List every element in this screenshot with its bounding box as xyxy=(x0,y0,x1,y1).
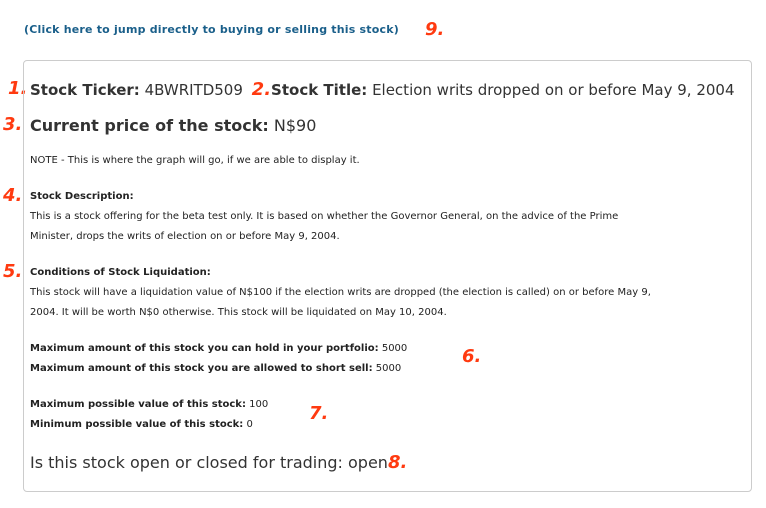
min-value-label: Minimum possible value of this stock: xyxy=(30,419,244,430)
description-line: Minister, drops the writs of election on… xyxy=(30,231,340,242)
liquidation-label: Conditions of Stock Liquidation: xyxy=(30,267,211,278)
price-row: Current price of the stock: N$90 xyxy=(30,116,316,135)
trading-label: Is this stock open or closed for trading… xyxy=(30,453,343,472)
title-value: Election writs dropped on or before May … xyxy=(372,81,735,99)
jump-to-trade-link[interactable]: (Click here to jump directly to buying o… xyxy=(24,23,399,36)
description-section: Stock Description: This is a stock offer… xyxy=(30,187,618,247)
holding-limits: Maximum amount of this stock you can hol… xyxy=(30,339,407,379)
ticker-title-row: Stock Ticker: 4BWRITD509 2.Stock Title: … xyxy=(30,79,735,100)
description-label: Stock Description: xyxy=(30,191,134,202)
max-hold-label: Maximum amount of this stock you can hol… xyxy=(30,343,379,354)
price-value: N$90 xyxy=(273,116,317,135)
trading-value: open xyxy=(348,453,388,472)
max-hold-value: 5000 xyxy=(381,343,408,354)
annotation-1: 1. xyxy=(8,78,28,99)
ticker-label: Stock Ticker: xyxy=(30,81,140,99)
annotation-9: 9. xyxy=(425,19,445,40)
value-limits: Maximum possible value of this stock: 10… xyxy=(30,395,268,435)
stock-details-panel: Stock Ticker: 4BWRITD509 2.Stock Title: … xyxy=(23,60,752,492)
liquidation-section: Conditions of Stock Liquidation: This st… xyxy=(30,263,651,323)
annotation-4: 4. xyxy=(3,185,23,206)
trading-status-row: Is this stock open or closed for trading… xyxy=(30,453,407,472)
min-value-value: 0 xyxy=(246,419,253,430)
max-short-label: Maximum amount of this stock you are all… xyxy=(30,363,373,374)
price-label: Current price of the stock: xyxy=(30,116,269,135)
graph-note: NOTE - This is where the graph will go, … xyxy=(30,155,360,166)
annotation-6: 6. xyxy=(462,346,482,367)
annotation-7: 7. xyxy=(309,403,329,424)
description-line: This is a stock offering for the beta te… xyxy=(30,211,619,222)
annotation-2: 2. xyxy=(251,79,272,100)
annotation-8: 8. xyxy=(387,452,408,473)
annotation-3: 3. xyxy=(3,114,23,135)
ticker-value: 4BWRITD509 xyxy=(144,81,243,99)
max-value-value: 100 xyxy=(249,399,269,410)
max-value-label: Maximum possible value of this stock: xyxy=(30,399,246,410)
title-label: Stock Title: xyxy=(271,81,368,99)
annotation-5: 5. xyxy=(3,261,23,282)
liquidation-line: 2004. It will be worth N$0 otherwise. Th… xyxy=(30,307,447,318)
liquidation-line: This stock will have a liquidation value… xyxy=(30,287,651,298)
max-short-value: 5000 xyxy=(375,363,402,374)
